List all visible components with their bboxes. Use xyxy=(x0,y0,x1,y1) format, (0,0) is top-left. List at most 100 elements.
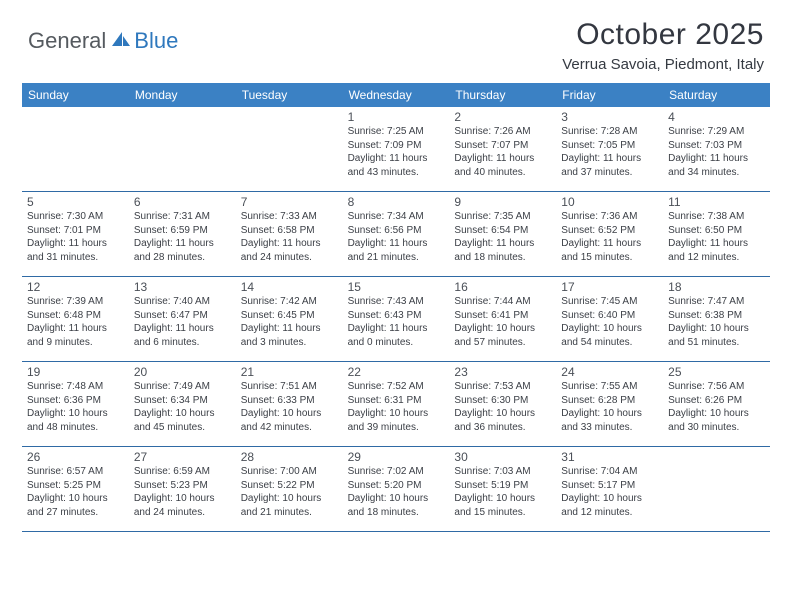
day-info: Sunrise: 7:36 AMSunset: 6:52 PMDaylight:… xyxy=(561,210,658,264)
weekday-header: Saturday xyxy=(663,83,770,107)
day-info: Sunrise: 6:59 AMSunset: 5:23 PMDaylight:… xyxy=(134,465,231,519)
day-number: 6 xyxy=(134,195,231,209)
day-info: Sunrise: 7:31 AMSunset: 6:59 PMDaylight:… xyxy=(134,210,231,264)
day-info: Sunrise: 7:53 AMSunset: 6:30 PMDaylight:… xyxy=(454,380,551,434)
page-title: October 2025 xyxy=(562,18,764,52)
day-number: 24 xyxy=(561,365,658,379)
day-info: Sunrise: 7:02 AMSunset: 5:20 PMDaylight:… xyxy=(348,465,445,519)
day-info: Sunrise: 7:47 AMSunset: 6:38 PMDaylight:… xyxy=(668,295,765,349)
day-number: 13 xyxy=(134,280,231,294)
day-number: 5 xyxy=(27,195,124,209)
calendar-week-row: 1Sunrise: 7:25 AMSunset: 7:09 PMDaylight… xyxy=(22,107,770,192)
day-info: Sunrise: 7:45 AMSunset: 6:40 PMDaylight:… xyxy=(561,295,658,349)
day-number: 20 xyxy=(134,365,231,379)
calendar-day: 27Sunrise: 6:59 AMSunset: 5:23 PMDayligh… xyxy=(129,447,236,531)
calendar-day: 22Sunrise: 7:52 AMSunset: 6:31 PMDayligh… xyxy=(343,362,450,446)
calendar-day: 9Sunrise: 7:35 AMSunset: 6:54 PMDaylight… xyxy=(449,192,556,276)
day-number: 2 xyxy=(454,110,551,124)
day-info: Sunrise: 7:51 AMSunset: 6:33 PMDaylight:… xyxy=(241,380,338,434)
day-info: Sunrise: 7:39 AMSunset: 6:48 PMDaylight:… xyxy=(27,295,124,349)
day-info: Sunrise: 7:40 AMSunset: 6:47 PMDaylight:… xyxy=(134,295,231,349)
day-number: 26 xyxy=(27,450,124,464)
day-number: 27 xyxy=(134,450,231,464)
calendar-day: 8Sunrise: 7:34 AMSunset: 6:56 PMDaylight… xyxy=(343,192,450,276)
day-number: 22 xyxy=(348,365,445,379)
day-number: 17 xyxy=(561,280,658,294)
calendar-day: 26Sunrise: 6:57 AMSunset: 5:25 PMDayligh… xyxy=(22,447,129,531)
calendar-day: 1Sunrise: 7:25 AMSunset: 7:09 PMDaylight… xyxy=(343,107,450,191)
weekday-header: Thursday xyxy=(449,83,556,107)
calendar-day: 17Sunrise: 7:45 AMSunset: 6:40 PMDayligh… xyxy=(556,277,663,361)
day-info: Sunrise: 7:52 AMSunset: 6:31 PMDaylight:… xyxy=(348,380,445,434)
day-info: Sunrise: 7:49 AMSunset: 6:34 PMDaylight:… xyxy=(134,380,231,434)
calendar-day: 14Sunrise: 7:42 AMSunset: 6:45 PMDayligh… xyxy=(236,277,343,361)
day-number: 7 xyxy=(241,195,338,209)
calendar-day: 18Sunrise: 7:47 AMSunset: 6:38 PMDayligh… xyxy=(663,277,770,361)
day-number: 10 xyxy=(561,195,658,209)
calendar-body: 1Sunrise: 7:25 AMSunset: 7:09 PMDaylight… xyxy=(22,107,770,532)
calendar-day: 5Sunrise: 7:30 AMSunset: 7:01 PMDaylight… xyxy=(22,192,129,276)
day-number: 30 xyxy=(454,450,551,464)
day-info: Sunrise: 7:00 AMSunset: 5:22 PMDaylight:… xyxy=(241,465,338,519)
calendar-day: 15Sunrise: 7:43 AMSunset: 6:43 PMDayligh… xyxy=(343,277,450,361)
calendar-week-row: 12Sunrise: 7:39 AMSunset: 6:48 PMDayligh… xyxy=(22,277,770,362)
calendar-day: 4Sunrise: 7:29 AMSunset: 7:03 PMDaylight… xyxy=(663,107,770,191)
calendar-day-empty xyxy=(129,107,236,191)
calendar: Sunday Monday Tuesday Wednesday Thursday… xyxy=(22,83,770,532)
weekday-header: Friday xyxy=(556,83,663,107)
calendar-day: 10Sunrise: 7:36 AMSunset: 6:52 PMDayligh… xyxy=(556,192,663,276)
day-number: 9 xyxy=(454,195,551,209)
day-number: 16 xyxy=(454,280,551,294)
weekday-header: Monday xyxy=(129,83,236,107)
day-info: Sunrise: 7:35 AMSunset: 6:54 PMDaylight:… xyxy=(454,210,551,264)
day-number: 12 xyxy=(27,280,124,294)
weekday-header: Tuesday xyxy=(236,83,343,107)
calendar-day: 28Sunrise: 7:00 AMSunset: 5:22 PMDayligh… xyxy=(236,447,343,531)
calendar-day: 6Sunrise: 7:31 AMSunset: 6:59 PMDaylight… xyxy=(129,192,236,276)
calendar-day: 13Sunrise: 7:40 AMSunset: 6:47 PMDayligh… xyxy=(129,277,236,361)
calendar-day: 16Sunrise: 7:44 AMSunset: 6:41 PMDayligh… xyxy=(449,277,556,361)
weekday-header-row: Sunday Monday Tuesday Wednesday Thursday… xyxy=(22,83,770,107)
day-number: 21 xyxy=(241,365,338,379)
calendar-day-empty xyxy=(236,107,343,191)
calendar-day: 11Sunrise: 7:38 AMSunset: 6:50 PMDayligh… xyxy=(663,192,770,276)
day-number: 8 xyxy=(348,195,445,209)
calendar-day: 24Sunrise: 7:55 AMSunset: 6:28 PMDayligh… xyxy=(556,362,663,446)
day-number: 28 xyxy=(241,450,338,464)
day-info: Sunrise: 7:26 AMSunset: 7:07 PMDaylight:… xyxy=(454,125,551,179)
calendar-week-row: 19Sunrise: 7:48 AMSunset: 6:36 PMDayligh… xyxy=(22,362,770,447)
calendar-day: 31Sunrise: 7:04 AMSunset: 5:17 PMDayligh… xyxy=(556,447,663,531)
title-block: October 2025 Verrua Savoia, Piedmont, It… xyxy=(562,18,764,73)
day-number: 18 xyxy=(668,280,765,294)
calendar-day: 2Sunrise: 7:26 AMSunset: 7:07 PMDaylight… xyxy=(449,107,556,191)
day-info: Sunrise: 7:43 AMSunset: 6:43 PMDaylight:… xyxy=(348,295,445,349)
day-info: Sunrise: 7:38 AMSunset: 6:50 PMDaylight:… xyxy=(668,210,765,264)
calendar-day: 12Sunrise: 7:39 AMSunset: 6:48 PMDayligh… xyxy=(22,277,129,361)
day-number: 14 xyxy=(241,280,338,294)
calendar-day: 7Sunrise: 7:33 AMSunset: 6:58 PMDaylight… xyxy=(236,192,343,276)
logo-text-blue: Blue xyxy=(134,28,178,54)
day-number: 29 xyxy=(348,450,445,464)
day-info: Sunrise: 7:34 AMSunset: 6:56 PMDaylight:… xyxy=(348,210,445,264)
day-number: 19 xyxy=(27,365,124,379)
weekday-header: Sunday xyxy=(22,83,129,107)
calendar-day: 30Sunrise: 7:03 AMSunset: 5:19 PMDayligh… xyxy=(449,447,556,531)
day-info: Sunrise: 7:25 AMSunset: 7:09 PMDaylight:… xyxy=(348,125,445,179)
calendar-day: 21Sunrise: 7:51 AMSunset: 6:33 PMDayligh… xyxy=(236,362,343,446)
day-number: 3 xyxy=(561,110,658,124)
day-number: 1 xyxy=(348,110,445,124)
day-info: Sunrise: 6:57 AMSunset: 5:25 PMDaylight:… xyxy=(27,465,124,519)
calendar-week-row: 5Sunrise: 7:30 AMSunset: 7:01 PMDaylight… xyxy=(22,192,770,277)
weekday-header: Wednesday xyxy=(343,83,450,107)
day-info: Sunrise: 7:04 AMSunset: 5:17 PMDaylight:… xyxy=(561,465,658,519)
header: General Blue October 2025 Verrua Savoia,… xyxy=(0,0,792,77)
calendar-day: 20Sunrise: 7:49 AMSunset: 6:34 PMDayligh… xyxy=(129,362,236,446)
day-number: 23 xyxy=(454,365,551,379)
sail-icon xyxy=(110,30,132,53)
day-info: Sunrise: 7:03 AMSunset: 5:19 PMDaylight:… xyxy=(454,465,551,519)
location-subtitle: Verrua Savoia, Piedmont, Italy xyxy=(562,56,764,73)
calendar-week-row: 26Sunrise: 6:57 AMSunset: 5:25 PMDayligh… xyxy=(22,447,770,532)
calendar-day: 19Sunrise: 7:48 AMSunset: 6:36 PMDayligh… xyxy=(22,362,129,446)
calendar-day: 3Sunrise: 7:28 AMSunset: 7:05 PMDaylight… xyxy=(556,107,663,191)
day-info: Sunrise: 7:56 AMSunset: 6:26 PMDaylight:… xyxy=(668,380,765,434)
